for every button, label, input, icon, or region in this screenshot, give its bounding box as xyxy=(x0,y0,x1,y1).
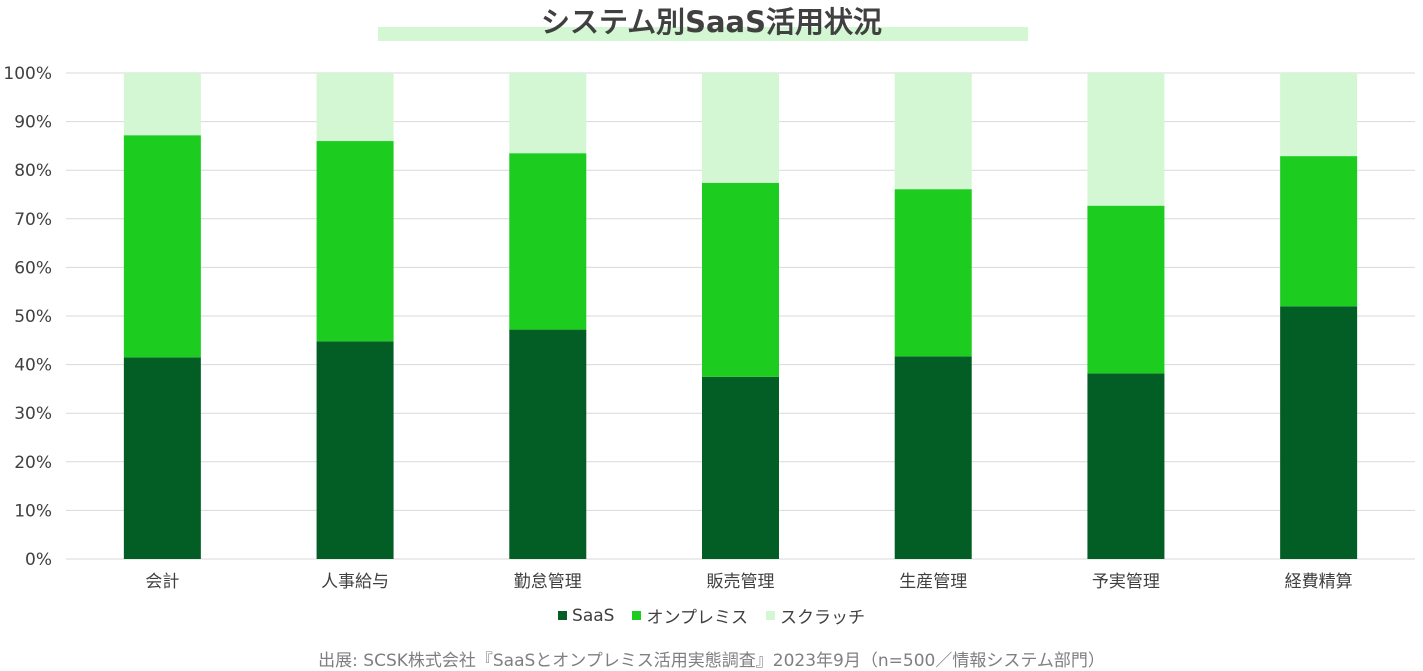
x-tick-label: 会計 xyxy=(145,572,179,592)
bar-segment-saas xyxy=(894,356,972,559)
stacked-bar-chart: 0% 10% 20% 30% 40% 50% 60% 70% 80% 90% 100% 会計 人事給与… xyxy=(3,64,1415,592)
y-tick-label: 20% xyxy=(14,453,52,473)
bar-segment-scratch xyxy=(509,73,587,154)
y-tick-label: 50% xyxy=(14,307,52,327)
bar-segment-saas xyxy=(1087,373,1165,559)
bar-segment-onpremise xyxy=(1087,205,1165,374)
source-note: 出展: SCSK株式会社『SaaSとオンプレミス活用実態調査』2023年9月（n… xyxy=(318,651,1105,671)
y-tick-label: 90% xyxy=(14,113,52,133)
bar-segment-scratch xyxy=(1087,73,1165,206)
bar-segment-scratch xyxy=(1280,73,1358,157)
y-tick-label: 100% xyxy=(3,64,52,84)
bar-segment-onpremise xyxy=(702,182,779,377)
bar-segment-onpremise xyxy=(894,189,972,357)
y-tick-label: 70% xyxy=(14,210,52,230)
bar-segment-onpremise xyxy=(316,141,394,342)
bar-segment-onpremise xyxy=(509,153,587,330)
bar-segment-saas xyxy=(509,329,587,559)
bars xyxy=(123,73,1358,559)
legend-item-onpremise: オンプレミス xyxy=(632,603,748,628)
bar-segment-saas xyxy=(702,376,779,559)
bar-segment-saas xyxy=(123,357,201,559)
legend-label-onpremise: オンプレミス xyxy=(646,608,748,628)
x-tick-label: 予実管理 xyxy=(1092,572,1160,592)
title-highlight-band xyxy=(378,27,1028,41)
x-tick-label: 販売管理 xyxy=(707,572,775,592)
y-tick-label: 30% xyxy=(14,404,52,424)
y-tick-label: 80% xyxy=(14,161,52,181)
chart-title: システム別SaaS活用状況 xyxy=(540,5,883,39)
bar-segment-saas xyxy=(1280,306,1358,559)
legend-swatch-saas xyxy=(558,611,568,620)
y-tick-label: 10% xyxy=(14,501,52,521)
y-tick-label: 60% xyxy=(14,258,52,278)
bar-segment-onpremise xyxy=(1280,156,1358,307)
x-tick-label: 経費精算 xyxy=(1285,572,1353,592)
bar-segment-saas xyxy=(316,341,394,559)
x-tick-label: 勤怠管理 xyxy=(514,572,582,592)
y-tick-label: 40% xyxy=(14,356,52,376)
x-tick-label: 生産管理 xyxy=(899,572,967,592)
legend-item-saas: SaaS xyxy=(558,603,614,628)
bar-segment-scratch xyxy=(894,73,972,190)
bar-segment-scratch xyxy=(316,73,394,142)
x-tick-label: 人事給与 xyxy=(321,572,389,592)
y-axis-ticks: 0% 10% 20% 30% 40% 50% 60% 70% 80% 90% 100% xyxy=(3,64,52,570)
legend-swatch-onpremise xyxy=(632,611,642,620)
legend-label-saas: SaaS xyxy=(572,605,615,626)
bar-segment-scratch xyxy=(702,73,779,183)
legend: SaaS オンプレミス スクラッチ xyxy=(0,603,1423,628)
bar-segment-scratch xyxy=(123,73,201,136)
bar-segment-onpremise xyxy=(123,135,201,358)
y-tick-label: 0% xyxy=(25,550,52,570)
legend-swatch-scratch xyxy=(765,611,775,620)
legend-item-scratch: スクラッチ xyxy=(765,603,865,628)
x-axis-ticks: 会計 人事給与 勤怠管理 販売管理 生産管理 予実管理 経費精算 xyxy=(145,572,1352,592)
legend-label-scratch: スクラッチ xyxy=(779,608,865,628)
